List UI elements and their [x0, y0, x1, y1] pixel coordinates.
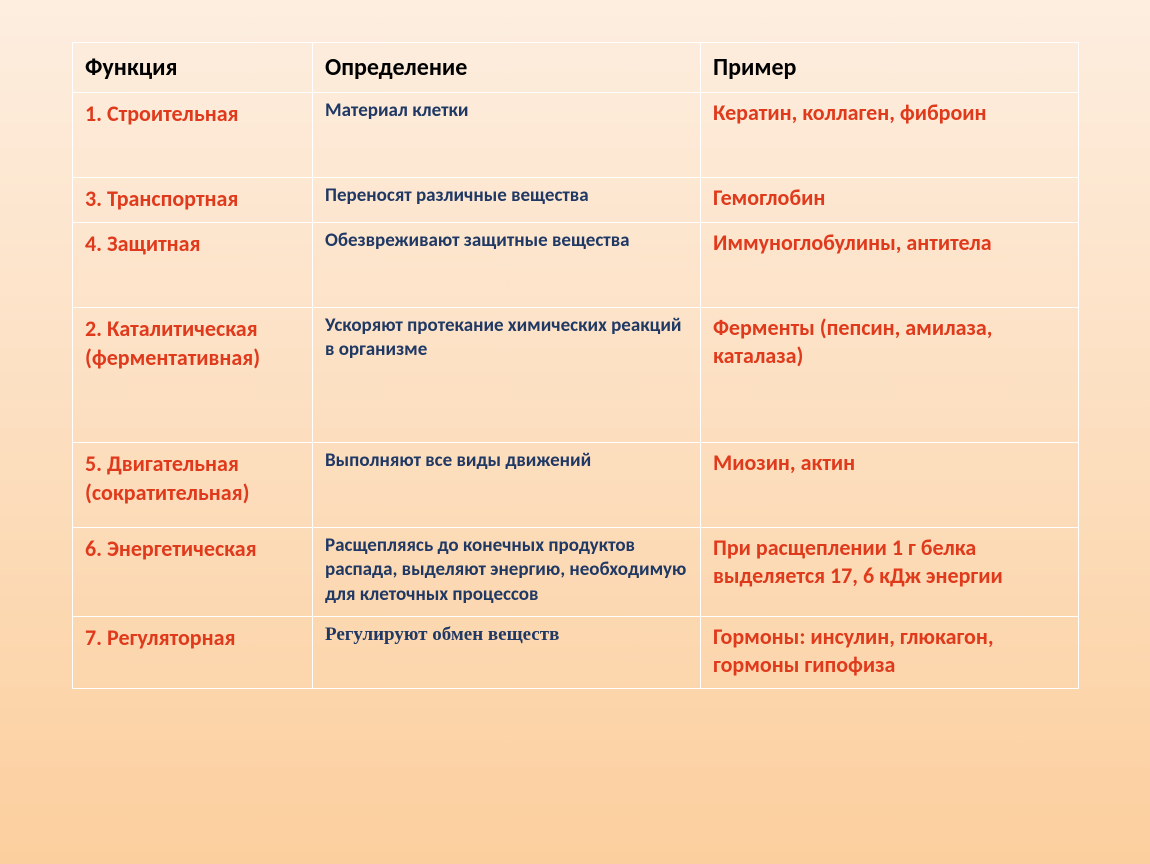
cell-definition: Выполняют все виды движений: [313, 442, 701, 527]
col-header-function: Функция: [73, 43, 313, 93]
table-row: 1. Строительная Материал клетки Кератин,…: [73, 93, 1079, 178]
cell-function: 1. Строительная: [73, 93, 313, 178]
table-row: 7. Регуляторная Регулируют обмен веществ…: [73, 616, 1079, 688]
table-row: 5. Двигательная (сократительная) Выполня…: [73, 442, 1079, 527]
table-row: 2. Каталитическая (ферментативная) Ускор…: [73, 307, 1079, 442]
cell-example: Ферменты (пепсин, амилаза, каталаза): [701, 307, 1079, 442]
cell-example: Кератин, коллаген, фиброин: [701, 93, 1079, 178]
cell-function: 4. Защитная: [73, 222, 313, 307]
table-row: 4. Защитная Обезвреживают защитные вещес…: [73, 222, 1079, 307]
cell-definition: Переносят различные вещества: [313, 178, 701, 223]
cell-function: 3. Транспортная: [73, 178, 313, 223]
cell-definition: Регулируют обмен веществ: [313, 616, 701, 688]
cell-example: Иммуноглобулины, антитела: [701, 222, 1079, 307]
table-row: 3. Транспортная Переносят различные веще…: [73, 178, 1079, 223]
cell-function: 7. Регуляторная: [73, 616, 313, 688]
cell-example: Миозин, актин: [701, 442, 1079, 527]
cell-example: При расщеплении 1 г белка выделяется 17,…: [701, 527, 1079, 616]
cell-example: Гормоны: инсулин, глюкагон, гормоны гипо…: [701, 616, 1079, 688]
cell-function: 2. Каталитическая (ферментативная): [73, 307, 313, 442]
col-header-example: Пример: [701, 43, 1079, 93]
table-row: 6. Энергетическая Расщепляясь до конечны…: [73, 527, 1079, 616]
cell-function: 5. Двигательная (сократительная): [73, 442, 313, 527]
col-header-definition: Определение: [313, 43, 701, 93]
cell-definition: Ускоряют протекание химических реакций в…: [313, 307, 701, 442]
cell-example: Гемоглобин: [701, 178, 1079, 223]
cell-definition: Расщепляясь до конечных продуктов распад…: [313, 527, 701, 616]
table-header-row: Функция Определение Пример: [73, 43, 1079, 93]
functions-table: Функция Определение Пример 1. Строительн…: [72, 42, 1079, 689]
cell-definition: Обезвреживают защитные вещества: [313, 222, 701, 307]
cell-function: 6. Энергетическая: [73, 527, 313, 616]
cell-definition: Материал клетки: [313, 93, 701, 178]
